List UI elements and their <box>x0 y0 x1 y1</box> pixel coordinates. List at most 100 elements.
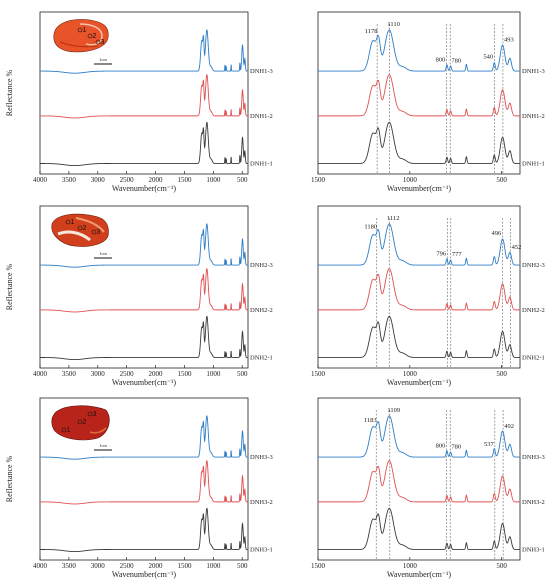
scale-bar-label: 1cm <box>99 57 107 62</box>
series-label: DNH3-3 <box>522 454 545 461</box>
x-tick-label: 3000 <box>91 562 106 570</box>
x-tick-label: 1500 <box>177 176 192 184</box>
chart-panel-6: 1500 1000 500 Wavenumber(cm⁻¹) DNH3-3 DNH3-2 D… <box>311 397 545 579</box>
plot-frame <box>317 397 521 561</box>
peak-annotation: 1180 <box>364 223 377 230</box>
x-axis-label: Wavenumber(cm⁻¹) <box>112 184 177 193</box>
y-axis-label: Reflectance % <box>5 69 14 116</box>
x-tick-label: 1500 <box>177 370 192 378</box>
spot-label: 2 <box>93 33 97 40</box>
spot-marker <box>91 229 97 235</box>
sample-band <box>57 230 91 242</box>
sample-band <box>89 427 107 434</box>
series-label: DNH2-2 <box>522 307 545 314</box>
series-label: DNH1-2 <box>522 113 545 120</box>
x-tick-label: 2000 <box>149 176 164 184</box>
series-label: DNH2-1 <box>522 354 545 361</box>
x-tick-label: 3000 <box>91 176 106 184</box>
series-label: DNH3-2 <box>250 499 273 506</box>
scale-bar-label: 1cm <box>99 443 107 448</box>
x-axis-label: Wavenumber(cm⁻¹) <box>112 570 177 579</box>
spot-marker <box>61 427 67 433</box>
x-tick-label: 2500 <box>120 176 135 184</box>
x-tick-label: 1000 <box>403 562 418 570</box>
x-axis-label: Wavenumber(cm⁻¹) <box>387 570 452 579</box>
chart-panel-4: 1500 1000 500 Wavenumber(cm⁻¹) DNH2-3 DNH2-2 D… <box>311 205 545 387</box>
series-line <box>318 460 520 503</box>
sample-body <box>51 405 110 441</box>
x-tick-label: 4000 <box>33 562 48 570</box>
series-label: DNH1-1 <box>522 160 545 167</box>
series-label: DNH3-1 <box>250 546 273 553</box>
x-tick-label: 3500 <box>62 370 77 378</box>
series-line <box>40 29 248 74</box>
spot-marker <box>77 419 83 425</box>
series-line <box>40 315 248 361</box>
x-tick-label: 1500 <box>311 370 326 378</box>
sample-band <box>59 41 99 48</box>
peak-annotation: 540 <box>483 54 493 61</box>
peak-annotation: 800 <box>436 56 446 63</box>
sample-photo: 123 1cm <box>53 19 112 65</box>
peak-annotation: 1109 <box>387 407 400 414</box>
spot-marker <box>77 225 83 231</box>
series-line <box>40 74 248 119</box>
series-line <box>318 29 520 72</box>
series-label: DNH3-3 <box>250 454 273 461</box>
x-axis-label: Wavenumber(cm⁻¹) <box>387 184 452 193</box>
x-tick-label: 2000 <box>149 370 164 378</box>
peak-annotation: 492 <box>504 423 514 430</box>
x-tick-label: 4000 <box>33 370 48 378</box>
x-tick-label: 1000 <box>403 370 418 378</box>
peak-annotation: 1183 <box>364 417 377 424</box>
x-tick-label: 500 <box>237 176 248 184</box>
x-tick-label: 3500 <box>62 562 77 570</box>
x-tick-label: 3000 <box>91 370 106 378</box>
x-tick-label: 1500 <box>177 562 192 570</box>
peak-annotation: 780 <box>451 444 461 451</box>
series-label: DNH3-2 <box>522 499 545 506</box>
x-tick-label: 1000 <box>206 370 221 378</box>
plot-frame <box>39 11 249 175</box>
peak-annotation: 537 <box>484 441 495 448</box>
series-line <box>318 415 520 458</box>
plot-frame <box>317 11 521 175</box>
x-tick-label: 2000 <box>149 562 164 570</box>
scale-bar-label: 1cm <box>99 251 107 256</box>
x-tick-label: 1000 <box>403 176 418 184</box>
spot-marker <box>77 27 83 33</box>
series-line <box>318 507 520 550</box>
series-line <box>40 460 248 505</box>
series-line <box>40 415 248 460</box>
x-tick-label: 500 <box>496 370 507 378</box>
peak-annotation: 800 <box>436 442 446 449</box>
series-line <box>318 315 520 358</box>
series-line <box>40 121 248 167</box>
x-tick-label: 1000 <box>206 176 221 184</box>
series-label: DNH2-2 <box>250 307 273 314</box>
series-label: DNH2-3 <box>522 262 545 269</box>
x-tick-label: 500 <box>237 562 248 570</box>
chart-panel-5: 4000 3500 3000 2500 2000 1500 1000 500 Wavenumbe… <box>5 397 273 579</box>
series-label: DNH1-3 <box>522 68 545 75</box>
series-line <box>318 74 520 117</box>
series-label: DNH1-1 <box>250 160 273 167</box>
spot-label: 3 <box>93 411 97 418</box>
plot-frame <box>317 205 521 369</box>
sample-band <box>75 217 105 233</box>
peak-annotation: 780 <box>451 58 461 65</box>
chart-panel-1: 4000 3500 3000 2500 2000 1500 1000 500 Wavenumbe… <box>5 11 273 193</box>
spot-marker <box>87 33 93 39</box>
spot-marker <box>95 39 101 45</box>
plot-frame <box>39 205 249 369</box>
peak-annotation: 1110 <box>387 21 400 28</box>
plot-frame <box>39 397 249 561</box>
series-label: DNH2-1 <box>250 354 273 361</box>
series-line <box>318 223 520 266</box>
x-tick-label: 2500 <box>120 370 135 378</box>
peak-annotation: 777 <box>452 251 463 258</box>
x-tick-label: 2500 <box>120 562 135 570</box>
peak-annotation: 452 <box>512 244 522 251</box>
series-label: DNH3-1 <box>522 546 545 553</box>
peak-annotation: 796 <box>436 250 447 257</box>
